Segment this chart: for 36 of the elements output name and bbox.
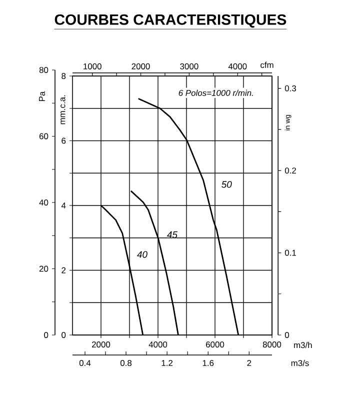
x-tick-label: 2000	[92, 342, 110, 348]
y-tick-label: 2	[62, 267, 66, 274]
x2-tick-label: 3000	[180, 63, 198, 70]
y-tick-label: 4	[61, 202, 66, 208]
y2-tick-label: 0.2	[284, 168, 296, 174]
x-tick-label: 8000	[262, 342, 282, 348]
x-tick-label: 6000	[206, 342, 224, 348]
text: 1.2	[162, 360, 173, 366]
chart-title: COURBES CARACTERISTIQUES	[54, 14, 286, 28]
y-tick-label: 6	[62, 138, 66, 144]
series-label: 50	[222, 181, 232, 188]
y3-tick-label: 0	[44, 332, 48, 338]
y3-tick-label: 40	[39, 200, 48, 206]
y2-tick-label: 0.3	[284, 85, 296, 92]
y3-axis-title: Pa	[39, 91, 45, 101]
y-axis-title: mm.c.a.	[60, 95, 66, 124]
series-label: 40	[137, 251, 148, 258]
text: 2	[247, 360, 252, 366]
x-axis-title: m3/h	[294, 342, 312, 348]
x2-tick-label: 1000	[84, 63, 102, 70]
text: m3/s	[291, 360, 309, 366]
y3-tick-label: 80	[39, 67, 48, 73]
text: 0.8	[120, 360, 132, 366]
x2-tick-label: 2000	[132, 63, 150, 70]
text: 1.6	[202, 360, 214, 366]
y3-tick-label: 20	[39, 266, 48, 272]
x-tick-label: 4000	[148, 342, 168, 348]
text: 0.4	[79, 360, 91, 366]
x2-tick-label: 4000	[228, 63, 247, 70]
y2-tick-label: 0.1	[284, 250, 296, 256]
y3-tick-label: 60	[39, 133, 48, 140]
y-tick-label: 0	[62, 332, 66, 338]
y-tick-label: 8	[62, 73, 66, 79]
annotation: 6 Polos=1000 r/min.	[178, 90, 253, 96]
x2-axis-title: cfm	[260, 62, 274, 68]
y2-tick-label: 0	[284, 332, 290, 338]
